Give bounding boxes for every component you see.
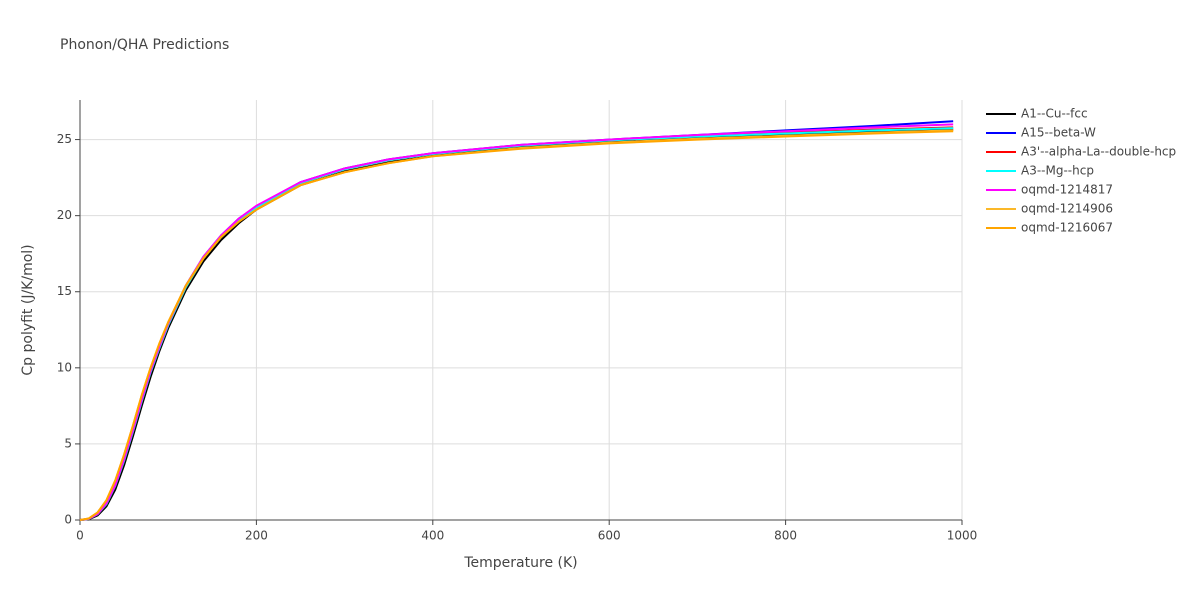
- legend-label: A15--beta-W: [1021, 126, 1096, 140]
- x-tick-label: 1000: [947, 529, 978, 543]
- y-tick-label: 20: [57, 208, 72, 222]
- series-line: [79, 127, 954, 521]
- x-tick-label: 200: [245, 529, 268, 543]
- legend-label: oqmd-1216067: [1021, 221, 1113, 235]
- x-tick-label: 600: [598, 529, 621, 543]
- x-tick-label: 800: [774, 529, 797, 543]
- series-line: [79, 128, 954, 521]
- x-tick-label: 0: [76, 529, 84, 543]
- y-tick-label: 25: [57, 132, 72, 146]
- chart-title: Phonon/QHA Predictions: [60, 37, 229, 53]
- legend-label: oqmd-1214817: [1021, 183, 1113, 197]
- legend-label: oqmd-1214906: [1021, 202, 1113, 216]
- legend-label: A1--Cu--fcc: [1021, 107, 1088, 121]
- y-axis-title: Cp polyfit (J/K/mol): [20, 244, 36, 375]
- x-tick-label: 400: [421, 529, 444, 543]
- y-tick-label: 5: [64, 436, 72, 450]
- legend-label: A3'--alpha-La--double-hcp: [1021, 145, 1176, 159]
- y-tick-label: 10: [57, 360, 72, 374]
- series-line: [79, 126, 954, 521]
- legend-label: A3--Mg--hcp: [1021, 164, 1094, 178]
- x-axis-title: Temperature (K): [463, 555, 577, 571]
- y-tick-label: 0: [64, 513, 72, 527]
- series-line: [79, 120, 954, 521]
- series-line: [79, 129, 954, 521]
- y-tick-label: 15: [57, 284, 72, 298]
- series-line: [79, 123, 954, 521]
- series-line: [79, 130, 954, 521]
